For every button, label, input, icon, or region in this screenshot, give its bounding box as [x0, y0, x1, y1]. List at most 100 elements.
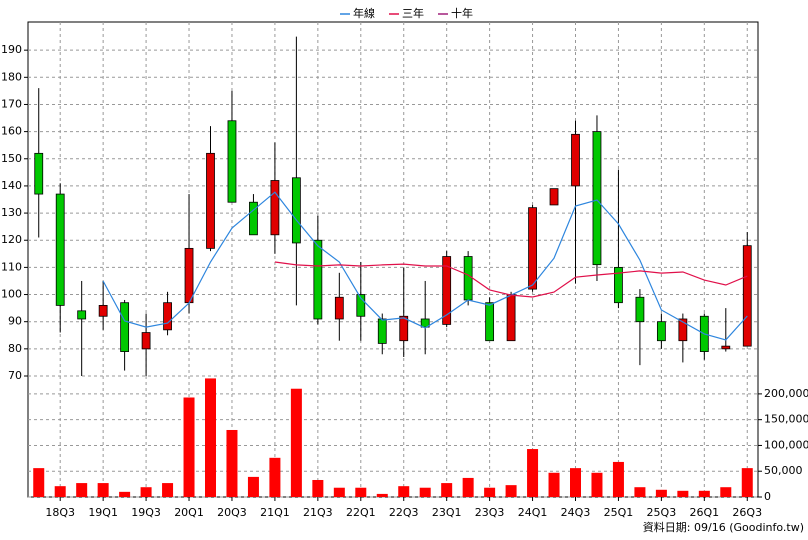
y2-tick-label: 50,000: [764, 464, 803, 477]
candle-body: [98, 304, 108, 317]
x-tick-label: 24Q3: [561, 506, 591, 519]
candle-body: [77, 310, 87, 320]
volume-bar: [634, 487, 646, 497]
candle-body: [592, 131, 602, 266]
y2-tick-label: 0: [764, 490, 771, 503]
y-tick-label: 160: [1, 125, 22, 138]
x-tick-label: 26Q3: [732, 506, 762, 519]
candle-body: [506, 294, 516, 342]
x-tick-label: 20Q3: [217, 506, 247, 519]
volume-bar: [570, 468, 581, 497]
ma-line: [102, 191, 748, 341]
x-tick-label: 19Q3: [131, 506, 161, 519]
volume-bar: [398, 486, 410, 497]
x-tick-label: 25Q1: [604, 506, 634, 519]
volume-bar: [741, 468, 753, 497]
candle-body: [249, 201, 258, 236]
x-tick-label: 21Q1: [260, 506, 290, 519]
y-tick-label: 110: [1, 260, 22, 273]
candle-body: [549, 188, 559, 206]
ma-line: [274, 261, 748, 298]
volume-bar: [677, 490, 689, 497]
volume-bar: [441, 483, 453, 497]
candle-body: [420, 318, 430, 328]
volume-bar: [591, 472, 603, 497]
volume-bar: [612, 461, 624, 497]
volume-bar: [376, 493, 388, 497]
candle-body: [356, 294, 366, 317]
candle-body: [291, 177, 301, 244]
x-tick-label: 19Q1: [88, 506, 118, 519]
volume-bar: [162, 483, 174, 497]
y2-tick-label: 100,000: [764, 438, 808, 451]
candle-body: [313, 239, 323, 320]
y2-tick-label: 150,000: [764, 413, 808, 426]
volume-bar: [140, 487, 152, 497]
y-tick-label: 70: [8, 369, 22, 382]
legend-label: 十年: [451, 6, 473, 20]
x-tick-label: 22Q3: [389, 506, 419, 519]
candle-body: [227, 120, 237, 203]
y-tick-label: 140: [1, 179, 22, 192]
x-tick-label: 20Q1: [174, 506, 204, 519]
candle-body: [635, 296, 645, 323]
x-tick-label: 21Q3: [303, 506, 333, 519]
volume-bar: [548, 472, 560, 497]
volume-bar: [76, 483, 88, 497]
x-tick-label: 24Q1: [518, 506, 548, 519]
x-tick-label: 18Q3: [45, 506, 75, 519]
y-tick-label: 180: [1, 70, 22, 83]
legend-label: 三年: [402, 6, 424, 20]
volume-bar: [720, 487, 732, 497]
candle-body: [206, 152, 215, 249]
x-tick-label: 23Q3: [475, 506, 505, 519]
x-tick-label: 25Q3: [647, 506, 677, 519]
volume-bar: [226, 429, 238, 497]
x-tick-label: 26Q1: [689, 506, 719, 519]
volume-bar: [33, 468, 45, 497]
x-tick-label: 22Q1: [346, 506, 376, 519]
x-tick-label: 23Q1: [432, 506, 462, 519]
candle-body: [442, 256, 452, 325]
candle-body: [485, 302, 495, 342]
volume-bar: [205, 378, 216, 497]
source-note: 資料日期: 09/16 (Goodinfo.tw): [643, 520, 804, 534]
y-tick-label: 80: [8, 342, 22, 355]
candle-body: [742, 245, 752, 347]
volume-bar: [655, 489, 667, 497]
volume-bar: [290, 388, 302, 497]
y-tick-label: 170: [1, 97, 22, 110]
volume-bar: [97, 483, 109, 497]
candle-body: [656, 321, 666, 342]
candle-body: [678, 318, 688, 342]
volume-bar: [419, 487, 431, 497]
volume-bar: [333, 487, 345, 497]
candle-body: [334, 296, 344, 320]
volume-bar: [527, 449, 539, 497]
candle-body: [163, 302, 172, 331]
y-tick-label: 100: [1, 288, 22, 301]
candle-body: [614, 266, 623, 304]
candle-body: [399, 315, 409, 342]
volume-bar: [269, 457, 281, 497]
volume-bar: [247, 476, 259, 497]
y-tick-label: 120: [1, 233, 22, 246]
legend-label: 年線: [353, 6, 375, 20]
volume-bar: [119, 491, 131, 497]
volume-bar: [312, 479, 324, 497]
y2-tick-label: 200,000: [764, 387, 808, 400]
candle-body: [571, 133, 580, 187]
y-tick-label: 130: [1, 206, 22, 219]
candle-body: [377, 318, 387, 344]
y-tick-label: 150: [1, 152, 22, 165]
volume-bar: [183, 397, 195, 497]
y-tick-label: 190: [1, 43, 22, 56]
volume-bar: [355, 487, 367, 497]
candle-body: [528, 207, 537, 290]
candle-body: [184, 247, 194, 304]
candle-body: [34, 152, 44, 195]
candle-body: [55, 193, 65, 306]
candle-body: [721, 345, 731, 350]
plot-area: [27, 21, 759, 498]
